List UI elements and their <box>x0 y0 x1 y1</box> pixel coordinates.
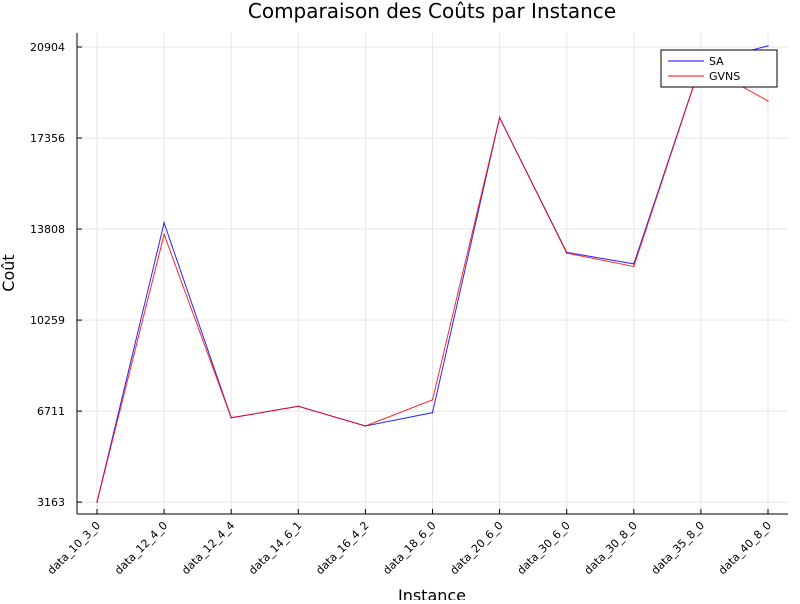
y-tick-label: 17356 <box>30 132 65 145</box>
series-layer <box>96 45 769 503</box>
x-tick-label: data_18_6_0 <box>380 519 438 577</box>
x-tick-label: data_16_4_2 <box>313 519 371 577</box>
y-tick-label: 20904 <box>30 41 65 54</box>
grid-layer <box>77 33 788 514</box>
y-tick-label: 3163 <box>37 496 65 509</box>
data-point-sa <box>163 222 165 224</box>
data-point-gvns <box>431 399 434 401</box>
x-tick-label: data_40_8_0 <box>716 519 774 577</box>
x-tick-label: data_30_6_0 <box>515 519 573 577</box>
x-tick-label: data_12_4_0 <box>112 519 170 577</box>
data-point-gvns <box>566 252 568 254</box>
data-point-gvns <box>96 501 98 503</box>
x-tick-label: data_20_6_0 <box>448 519 506 577</box>
y-tick-label: 13808 <box>30 223 65 236</box>
data-point-gvns <box>297 405 299 407</box>
legend-box <box>660 49 778 88</box>
data-point-gvns <box>767 100 769 102</box>
x-tick-label: data_30_8_0 <box>582 519 640 577</box>
legend: SA GVNS <box>660 49 778 88</box>
data-point-gvns <box>163 233 165 235</box>
y-axis-label: Coût <box>0 254 18 291</box>
x-tick-label: data_12_4_4 <box>179 519 237 577</box>
data-point-sa <box>767 45 769 47</box>
data-point-gvns <box>499 117 501 119</box>
y-tick-label: 10259 <box>30 314 65 327</box>
x-tick-label: data_10_3_0 <box>45 519 103 577</box>
chart-title: Comparaison des Coûts par Instance <box>248 0 616 23</box>
y-ticks: 3163 6711 10259 13808 17356 20904 <box>30 41 82 509</box>
x-tick-label: data_35_8_0 <box>649 519 707 577</box>
legend-label-gvns: GVNS <box>709 70 740 83</box>
data-point-gvns <box>364 425 366 427</box>
x-axis-label: Instance <box>398 586 466 600</box>
data-point-sa <box>431 412 434 414</box>
data-point-gvns <box>633 265 635 268</box>
legend-label-sa: SA <box>709 55 724 68</box>
y-tick-label: 6711 <box>37 405 65 418</box>
x-tick-label: data_14_6_1 <box>246 519 304 577</box>
x-ticks: data_10_3_0 data_12_4_0 data_12_4_4 data_14… <box>45 509 774 577</box>
data-point-gvns <box>230 417 232 419</box>
legend-items: SA GVNS <box>668 55 740 83</box>
